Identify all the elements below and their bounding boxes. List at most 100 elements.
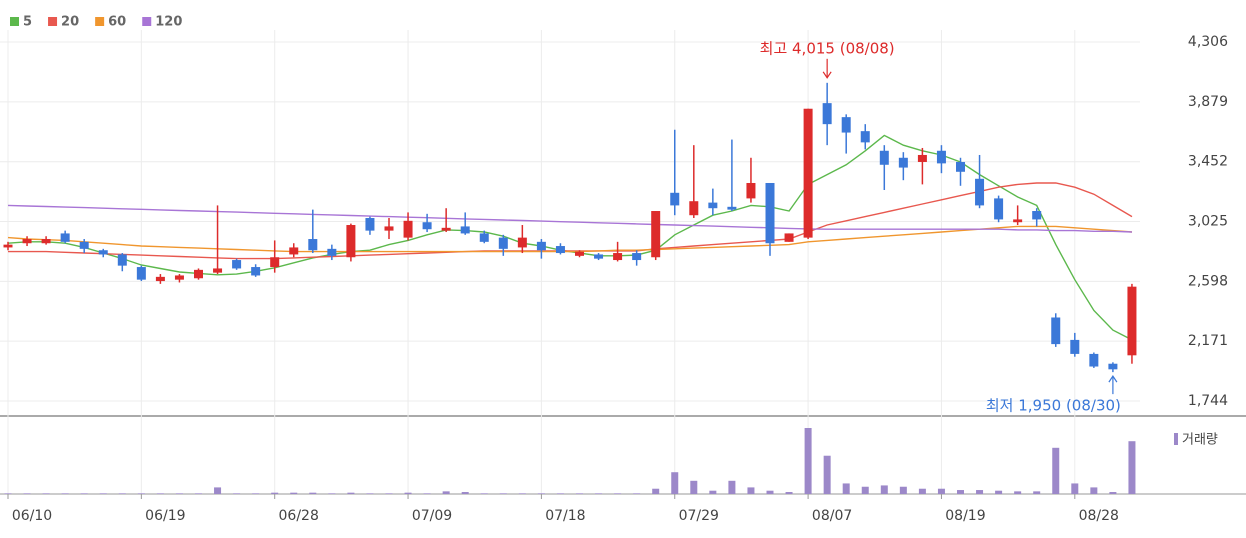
candle-body: [3, 244, 13, 248]
volume-bar: [175, 493, 183, 494]
volume-bar: [137, 493, 145, 494]
legend-swatch: [142, 17, 152, 26]
candle-body: [1013, 219, 1023, 223]
candle-body: [251, 267, 261, 276]
volume-bar: [1090, 487, 1098, 494]
candle-body: [384, 226, 394, 231]
volume-bar: [747, 487, 755, 494]
volume-bar: [804, 428, 812, 494]
y-tick-label: 2,598: [1188, 273, 1228, 289]
ma-line: [7, 204, 1133, 233]
volume-bar: [1128, 441, 1136, 494]
volume-bar: [652, 488, 660, 494]
volume-bar: [880, 485, 888, 494]
volume-bar: [537, 493, 545, 494]
legend-label: 5: [23, 15, 32, 30]
legend-swatch: [10, 17, 19, 26]
volume-bar: [61, 493, 69, 494]
volume-bar: [957, 490, 964, 494]
candle-body: [1070, 339, 1080, 354]
volume-bar: [195, 493, 202, 494]
volume-bar: [461, 492, 469, 494]
volume-bar: [918, 488, 926, 494]
candle-body: [784, 233, 794, 242]
candle-body: [22, 239, 32, 244]
y-tick-label: 3,452: [1188, 154, 1228, 170]
volume-bar: [1052, 447, 1060, 494]
volume-bar: [423, 493, 431, 494]
candle-body: [346, 225, 356, 258]
volume-bar: [252, 493, 260, 494]
volume-bar: [1014, 491, 1022, 494]
candle-body: [41, 239, 51, 244]
candle-body: [517, 237, 527, 248]
volume-bar: [99, 493, 107, 494]
volume-bar: [328, 493, 336, 494]
candle-body: [194, 269, 203, 279]
x-tick-label: 08/07: [812, 508, 852, 524]
candle-body: [651, 211, 661, 258]
candle-body: [1127, 286, 1137, 356]
volume-bar: [42, 493, 50, 494]
annotation: 최저 1,950 (08/30): [986, 397, 1121, 415]
volume-bar: [499, 493, 507, 494]
x-tick-label: 07/18: [545, 508, 585, 524]
candle-body: [479, 233, 489, 242]
volume-bar: [290, 492, 298, 494]
volume-bar: [480, 493, 488, 494]
legend-label: 60: [108, 15, 126, 30]
candle-body: [213, 268, 223, 273]
y-tick-label: 1,744: [1188, 393, 1228, 409]
volume-bar: [556, 493, 564, 494]
candle-body: [632, 253, 642, 261]
annotation-arrowhead: [1108, 375, 1118, 383]
volume-bar: [366, 493, 374, 494]
y-tick-label: 3,025: [1188, 214, 1228, 230]
volume-bar: [995, 490, 1003, 494]
candle-body: [422, 222, 432, 230]
legend-label: 20: [61, 15, 79, 30]
candle-body: [689, 201, 699, 216]
candle-body: [1032, 211, 1042, 220]
candle-body: [232, 260, 242, 269]
candle-body: [1108, 363, 1118, 370]
volume-bar: [214, 487, 222, 494]
candle-body: [803, 108, 813, 238]
volume-bar: [271, 492, 279, 494]
x-tick-label: 07/09: [412, 508, 452, 524]
candle-body: [936, 150, 946, 164]
volume-bar: [442, 491, 450, 494]
candle-body: [879, 150, 889, 165]
candle-body: [498, 237, 508, 249]
volume-bar: [614, 493, 622, 494]
volume-legend-swatch: [1174, 433, 1178, 445]
candle-body: [917, 154, 927, 162]
candle-body: [365, 218, 375, 231]
volume-bar: [385, 493, 393, 494]
candle-body: [708, 202, 718, 209]
annotation: 최고 4,015 (08/08): [760, 39, 895, 57]
volume-bar: [709, 490, 717, 494]
volume-bar: [518, 493, 526, 494]
candle-body: [460, 226, 470, 234]
volume-bar: [633, 493, 641, 494]
volume-bar: [728, 480, 736, 494]
candle-body: [860, 131, 870, 143]
volume-bar: [937, 488, 945, 494]
candle-body: [403, 220, 413, 238]
candle-body: [536, 241, 546, 251]
x-tick-label: 08/19: [945, 508, 985, 524]
y-tick-label: 4,306: [1188, 34, 1228, 50]
volume-bar: [1071, 483, 1079, 494]
candle-body: [594, 254, 604, 259]
volume-bar: [671, 472, 679, 494]
volume-bar: [976, 490, 984, 494]
candle-body: [441, 227, 451, 231]
legend-swatch: [95, 17, 105, 26]
y-tick-label: 2,171: [1188, 333, 1228, 349]
candle-body: [670, 192, 680, 206]
volume-bar: [347, 492, 355, 494]
x-tick-label: 07/29: [679, 508, 719, 524]
